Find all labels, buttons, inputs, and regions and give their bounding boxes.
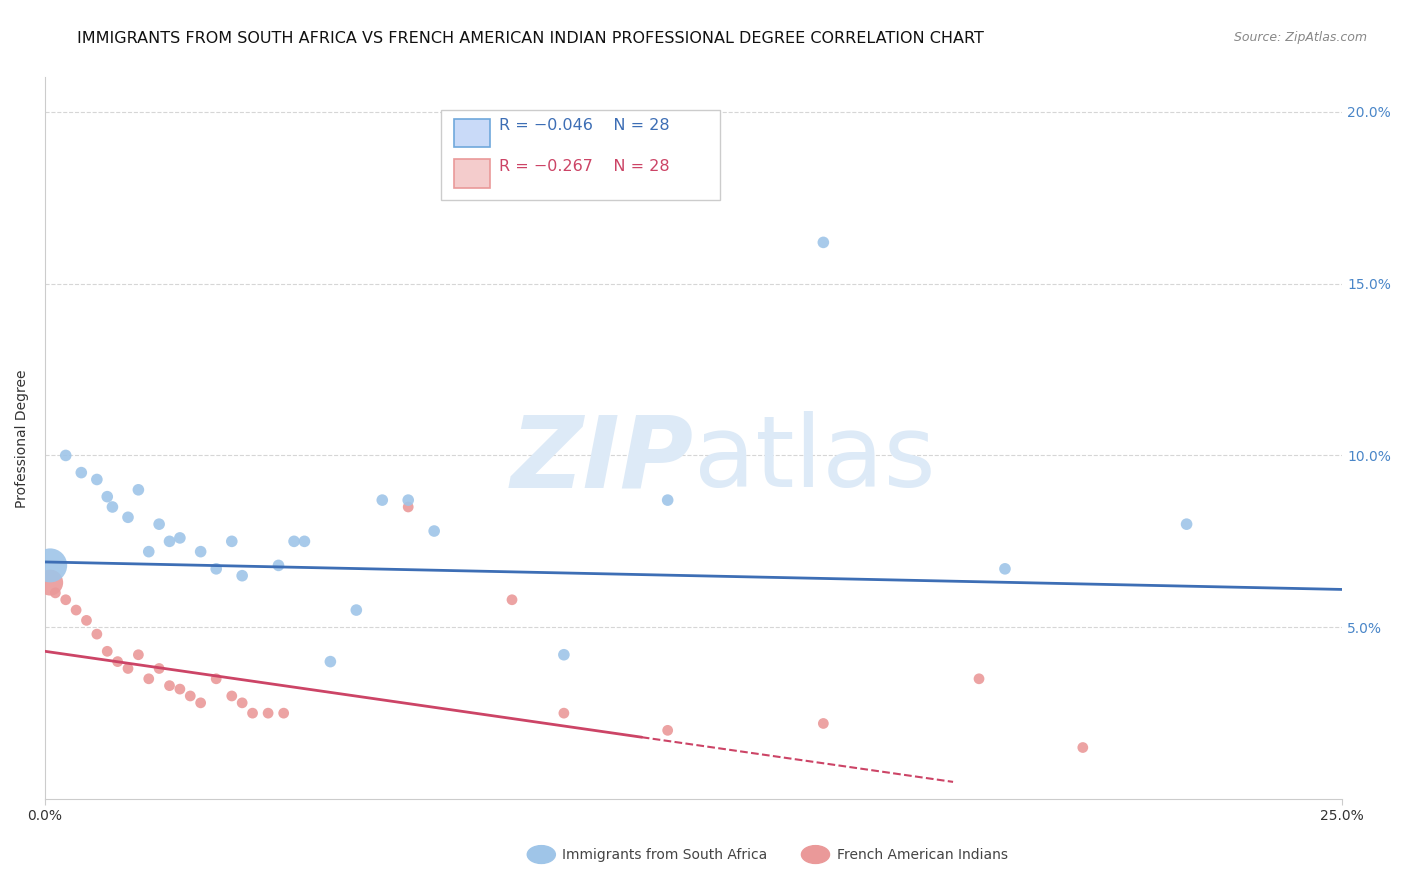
Text: R = −0.267    N = 28: R = −0.267 N = 28 — [499, 159, 669, 174]
Point — [39, 558, 62, 573]
Point — [169, 682, 191, 697]
Text: R = −0.046    N = 28: R = −0.046 N = 28 — [499, 119, 669, 133]
Point — [344, 603, 367, 617]
Text: IMMIGRANTS FROM SOUTH AFRICA VS FRENCH AMERICAN INDIAN PROFESSIONAL DEGREE CORRE: IMMIGRANTS FROM SOUTH AFRICA VS FRENCH A… — [77, 31, 984, 46]
Point — [994, 562, 1017, 576]
Text: French American Indians: French American Indians — [837, 847, 1008, 862]
Point — [257, 706, 280, 721]
Point — [117, 510, 139, 524]
Point — [267, 558, 290, 573]
Point — [319, 655, 342, 669]
Point — [205, 562, 228, 576]
Point — [39, 575, 62, 590]
Point — [138, 672, 160, 686]
Text: Source: ZipAtlas.com: Source: ZipAtlas.com — [1233, 31, 1367, 45]
Point — [127, 648, 149, 662]
Point — [169, 531, 191, 545]
Point — [107, 655, 129, 669]
Point — [86, 627, 108, 641]
Point — [148, 517, 170, 532]
Point — [396, 500, 419, 514]
Point — [967, 672, 990, 686]
Point — [44, 586, 66, 600]
Point — [273, 706, 295, 721]
Point — [294, 534, 316, 549]
FancyBboxPatch shape — [454, 159, 489, 188]
Point — [159, 534, 181, 549]
Point — [86, 473, 108, 487]
Point — [231, 568, 253, 582]
FancyBboxPatch shape — [454, 119, 489, 147]
Point — [127, 483, 149, 497]
Point — [76, 613, 98, 627]
Point — [1175, 517, 1198, 532]
Point — [553, 706, 575, 721]
Point — [657, 493, 679, 508]
Point — [553, 648, 575, 662]
Point — [221, 534, 243, 549]
Point — [117, 661, 139, 675]
Point — [371, 493, 394, 508]
Point — [1071, 740, 1094, 755]
Point — [96, 490, 118, 504]
Text: Immigrants from South Africa: Immigrants from South Africa — [562, 847, 768, 862]
Point — [190, 544, 212, 558]
Point — [70, 466, 93, 480]
Point — [242, 706, 264, 721]
Point — [96, 644, 118, 658]
Point — [55, 592, 77, 607]
FancyBboxPatch shape — [440, 110, 720, 200]
Point — [423, 524, 446, 538]
Point — [138, 544, 160, 558]
Text: ZIP: ZIP — [510, 411, 693, 508]
Point — [501, 592, 523, 607]
Point — [65, 603, 87, 617]
Point — [190, 696, 212, 710]
Point — [55, 449, 77, 463]
Y-axis label: Professional Degree: Professional Degree — [15, 369, 30, 508]
Point — [396, 493, 419, 508]
Point — [657, 723, 679, 738]
Point — [179, 689, 201, 703]
Point — [231, 696, 253, 710]
Point — [813, 235, 835, 250]
Point — [101, 500, 124, 514]
Text: atlas: atlas — [693, 411, 935, 508]
Point — [148, 661, 170, 675]
Point — [205, 672, 228, 686]
Point — [813, 716, 835, 731]
Point — [283, 534, 305, 549]
Point — [159, 679, 181, 693]
Point — [221, 689, 243, 703]
